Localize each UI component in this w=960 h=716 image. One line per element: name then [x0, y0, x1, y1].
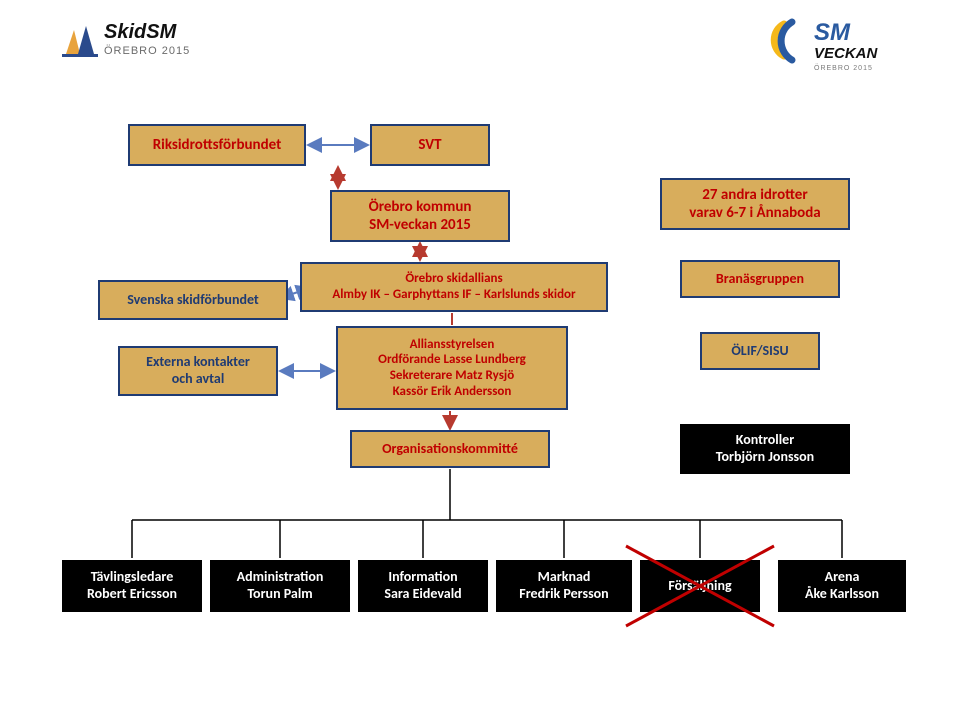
- box-alliansstyrelsen: Alliansstyrelsen Ordförande Lasse Lundbe…: [336, 326, 568, 410]
- box-svenska-skidforbundet: Svenska skidförbundet: [98, 280, 288, 320]
- box-olif-sisu: ÖLIF/SISU: [700, 332, 820, 370]
- box-tavlingsledare: Tävlingsledare Robert Ericsson: [62, 560, 202, 612]
- box-skidallians: Örebro skidallians Almby IK – Garphyttan…: [300, 262, 608, 312]
- box-orebro-kommun: Örebro kommun SM-veckan 2015: [330, 190, 510, 242]
- box-externa-kontakter: Externa kontakter och avtal: [118, 346, 278, 396]
- box-organisationskommitte: Organisationskommitté: [350, 430, 550, 468]
- box-marknad: Marknad Fredrik Persson: [496, 560, 632, 612]
- box-riksidrottsforbundet: Riksidrottsförbundet: [128, 124, 306, 166]
- box-information: Information Sara Eidevald: [358, 560, 488, 612]
- box-svt: SVT: [370, 124, 490, 166]
- box-arena: Arena Åke Karlsson: [778, 560, 906, 612]
- box-kontroller: Kontroller Torbjörn Jonsson: [680, 424, 850, 474]
- cross-out-forsaljning: [620, 540, 780, 632]
- box-administration: Administration Torun Palm: [210, 560, 350, 612]
- box-branasgruppen: Branäsgruppen: [680, 260, 840, 298]
- box-andra-idrotter: 27 andra idrotter varav 6-7 i Ånnaboda: [660, 178, 850, 230]
